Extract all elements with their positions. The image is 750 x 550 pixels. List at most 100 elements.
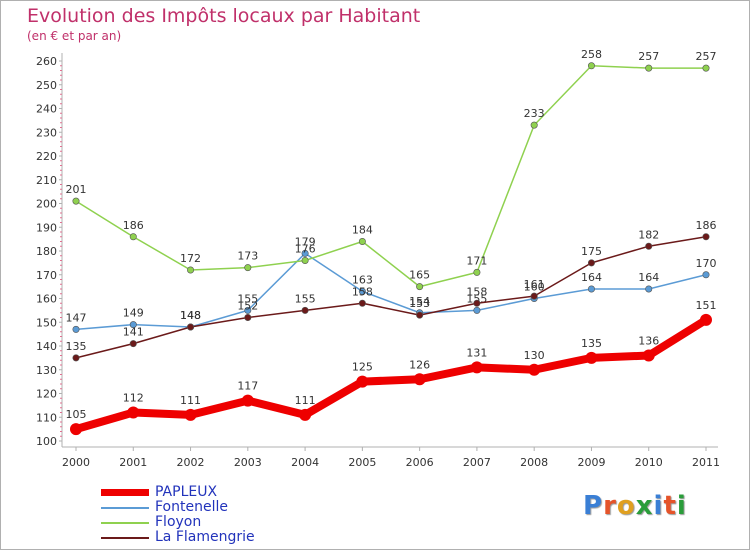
x-tick-label: 2001 bbox=[119, 456, 147, 469]
data-label-floyon: 186 bbox=[123, 219, 144, 232]
data-label-la-flamengrie: 161 bbox=[524, 278, 545, 291]
data-label-la-flamengrie: 153 bbox=[409, 297, 430, 310]
data-point-papleux bbox=[241, 394, 254, 407]
y-tick-label: 260 bbox=[36, 55, 57, 68]
data-label-papleux: 136 bbox=[638, 335, 659, 348]
x-tick-label: 2008 bbox=[520, 456, 548, 469]
data-label-floyon: 201 bbox=[66, 183, 87, 196]
data-label-papleux: 126 bbox=[409, 358, 430, 371]
data-label-floyon: 258 bbox=[581, 48, 602, 61]
data-point-floyon bbox=[416, 283, 424, 291]
data-point-la-flamengrie bbox=[416, 311, 424, 319]
data-label-papleux: 135 bbox=[581, 337, 602, 350]
legend-label: La Flamengrie bbox=[155, 529, 255, 545]
data-point-la-flamengrie bbox=[702, 233, 710, 241]
x-tick-label: 2003 bbox=[234, 456, 262, 469]
data-point-la-flamengrie bbox=[244, 313, 252, 321]
data-point-floyon bbox=[702, 64, 710, 72]
x-tick-label: 2010 bbox=[635, 456, 663, 469]
series-line-la-flamengrie bbox=[75, 236, 707, 359]
legend-swatch bbox=[101, 506, 149, 509]
data-point-papleux bbox=[127, 406, 140, 419]
data-label-fontenelle: 148 bbox=[180, 309, 201, 322]
data-point-papleux bbox=[356, 375, 369, 388]
logo-letter: i bbox=[676, 491, 687, 521]
data-point-floyon bbox=[187, 266, 195, 274]
data-label-papleux: 130 bbox=[524, 349, 545, 362]
data-point-la-flamengrie bbox=[645, 242, 653, 250]
data-point-la-flamengrie bbox=[530, 292, 538, 300]
data-label-fontenelle: 160 bbox=[524, 281, 545, 294]
data-point-fontenelle bbox=[72, 325, 80, 333]
logo-letter: t bbox=[663, 491, 677, 521]
data-point-fontenelle bbox=[587, 285, 595, 293]
data-label-la-flamengrie: 158 bbox=[352, 285, 373, 298]
data-label-floyon: 257 bbox=[696, 50, 717, 63]
y-tick-label: 160 bbox=[36, 293, 57, 306]
series-line-floyon bbox=[75, 65, 707, 288]
logo-letter: o bbox=[616, 491, 636, 521]
data-label-floyon: 184 bbox=[352, 224, 373, 237]
data-point-floyon bbox=[530, 121, 538, 129]
data-label-fontenelle: 155 bbox=[237, 292, 258, 305]
data-point-floyon bbox=[473, 268, 481, 276]
data-label-la-flamengrie: 148 bbox=[180, 309, 201, 322]
legend-item-la-flamengrie: La Flamengrie bbox=[101, 530, 255, 545]
legend-swatch bbox=[101, 521, 149, 524]
data-label-floyon: 171 bbox=[466, 254, 487, 267]
y-tick-label: 180 bbox=[36, 245, 57, 258]
data-label-fontenelle: 163 bbox=[352, 273, 373, 286]
legend-item-papleux: PAPLEUX bbox=[101, 485, 255, 500]
legend-label: PAPLEUX bbox=[155, 484, 218, 500]
x-tick-label: 2011 bbox=[692, 456, 720, 469]
data-label-floyon: 165 bbox=[409, 269, 430, 282]
data-point-fontenelle bbox=[473, 306, 481, 314]
data-point-fontenelle bbox=[301, 249, 309, 257]
y-tick-label: 130 bbox=[36, 364, 57, 377]
data-point-floyon bbox=[72, 197, 80, 205]
y-tick-label: 220 bbox=[36, 150, 57, 163]
data-label-la-flamengrie: 135 bbox=[66, 340, 87, 353]
data-label-fontenelle: 164 bbox=[638, 271, 659, 284]
y-tick-label: 190 bbox=[36, 221, 57, 234]
data-label-fontenelle: 147 bbox=[66, 311, 87, 324]
data-label-la-flamengrie: 186 bbox=[696, 219, 717, 232]
x-tick-label: 2000 bbox=[62, 456, 90, 469]
y-tick-label: 150 bbox=[36, 316, 57, 329]
data-label-papleux: 112 bbox=[123, 392, 144, 405]
logo-letter: x bbox=[635, 491, 654, 521]
data-point-la-flamengrie bbox=[72, 354, 80, 362]
chart-title: Evolution des Impôts locaux par Habitant bbox=[27, 5, 421, 27]
data-point-fontenelle bbox=[244, 306, 252, 314]
data-label-papleux: 131 bbox=[466, 346, 487, 359]
data-label-la-flamengrie: 152 bbox=[237, 300, 258, 313]
data-label-la-flamengrie: 141 bbox=[123, 326, 144, 339]
data-point-fontenelle bbox=[645, 285, 653, 293]
x-tick-label: 2009 bbox=[577, 456, 605, 469]
data-point-fontenelle bbox=[129, 321, 137, 329]
logo-letter: P bbox=[583, 491, 604, 521]
data-point-papleux bbox=[585, 351, 598, 364]
y-tick-label: 210 bbox=[36, 174, 57, 187]
y-tick-label: 170 bbox=[36, 269, 57, 282]
data-point-la-flamengrie bbox=[129, 340, 137, 348]
data-label-papleux: 111 bbox=[295, 394, 316, 407]
data-point-la-flamengrie bbox=[358, 299, 366, 307]
legend-swatch bbox=[101, 536, 149, 539]
data-label-floyon: 172 bbox=[180, 252, 201, 265]
chart-subtitle: (en € et par an) bbox=[27, 29, 122, 43]
legend-swatch bbox=[101, 489, 149, 496]
data-label-la-flamengrie: 158 bbox=[466, 285, 487, 298]
data-label-la-flamengrie: 182 bbox=[638, 228, 659, 241]
y-tick-label: 110 bbox=[36, 411, 57, 424]
data-point-fontenelle bbox=[702, 271, 710, 279]
data-label-papleux: 105 bbox=[66, 408, 87, 421]
data-point-floyon bbox=[358, 238, 366, 246]
data-label-papleux: 111 bbox=[180, 394, 201, 407]
data-label-fontenelle: 179 bbox=[295, 235, 316, 248]
data-point-floyon bbox=[645, 64, 653, 72]
data-label-floyon: 176 bbox=[295, 243, 316, 256]
x-tick-label: 2007 bbox=[463, 456, 491, 469]
data-label-papleux: 125 bbox=[352, 361, 373, 374]
data-label-la-flamengrie: 155 bbox=[295, 292, 316, 305]
